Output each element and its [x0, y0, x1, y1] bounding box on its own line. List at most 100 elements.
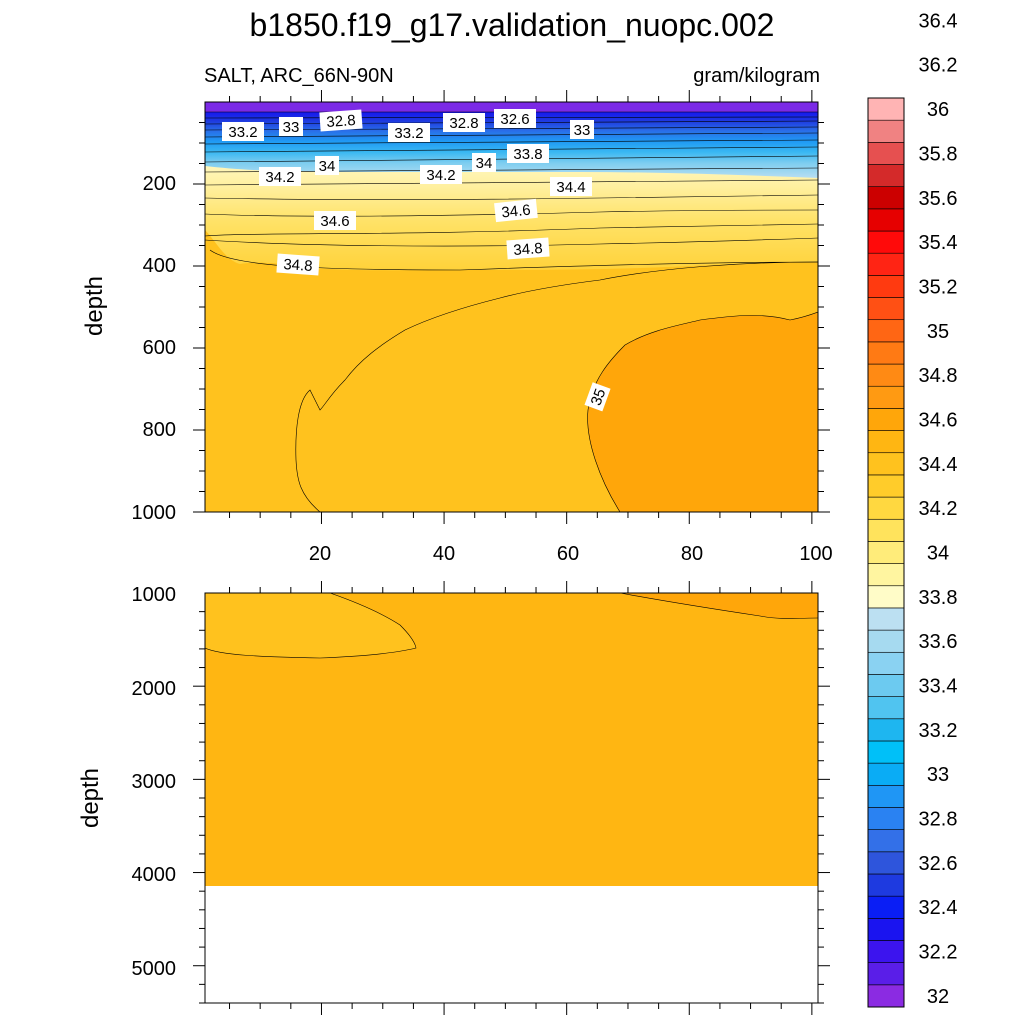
lower-y-tick-labels: 1000 2000 3000 4000 5000	[132, 584, 177, 980]
lower-y-tick-label: 2000	[132, 678, 177, 700]
contour-label: 34.8	[506, 237, 550, 260]
contour-label-box	[319, 109, 363, 132]
colorbar-swatch	[867, 696, 905, 720]
upper-y-tick-label: 600	[143, 337, 176, 359]
contour-line	[205, 132, 818, 138]
upper-panel-fill	[205, 102, 818, 512]
colorbar-swatch	[867, 851, 905, 875]
colorbar-swatch	[867, 408, 905, 431]
lower-panel-fill	[205, 593, 818, 1003]
colorbar-swatch	[867, 119, 905, 143]
contour-line	[619, 593, 818, 619]
contour-label: 35	[584, 382, 611, 412]
upper-x-tick-label: 80	[681, 543, 703, 565]
contour-line	[205, 209, 818, 217]
contour-label-box	[314, 211, 356, 230]
colorbar-label: 34.8	[919, 365, 958, 387]
contour-label: 33.8	[507, 144, 549, 163]
contour-label: 34.6	[494, 198, 538, 223]
upper-contour-labels: 33.2 33 32.8 33.2 32.8 32.6 33 34 34.2 34.2 34 33.8…	[222, 109, 611, 412]
upper-ticks	[193, 90, 830, 524]
colorbar-label: 34.6	[919, 409, 958, 431]
colorbar-swatch	[867, 430, 905, 454]
upper-35-core	[587, 312, 818, 512]
contour-label-box	[420, 165, 462, 184]
contour-label-box	[222, 122, 264, 141]
colorbar-swatch	[867, 541, 905, 564]
colorbar-swatch	[867, 252, 905, 276]
colorbar-swatch	[867, 629, 905, 653]
contour-line	[205, 194, 818, 200]
contour-label-text: 33.2	[394, 125, 423, 142]
contour-label-box	[494, 198, 538, 223]
colorbar-swatch	[867, 208, 905, 232]
contour-label-text: 34.4	[556, 179, 585, 196]
colorbar-label: 33.8	[919, 587, 958, 609]
contour-label-text: 33	[574, 122, 591, 139]
contour-label: 33	[279, 117, 303, 136]
contour-label-text: 33.8	[513, 146, 542, 163]
contour-label: 32.8	[319, 109, 363, 132]
colorbar-swatch	[867, 297, 905, 321]
contour-label-box	[279, 117, 303, 136]
colorbar-swatch	[867, 984, 905, 1008]
colorbar-swatch	[867, 607, 905, 631]
contour-label-text: 35	[588, 386, 610, 407]
contour-label-box	[259, 167, 301, 186]
contour-line	[205, 237, 818, 247]
colorbar	[867, 97, 905, 1008]
contour-label-box	[570, 120, 594, 139]
contour-label-text: 34	[476, 155, 493, 172]
colorbar-label: 34.4	[919, 454, 958, 476]
lower-y-tick-label: 5000	[132, 958, 177, 980]
colorbar-swatch	[867, 142, 905, 165]
lower-y-tick-label: 4000	[132, 864, 177, 886]
contour-label-text: 33.2	[228, 124, 257, 141]
colorbar-swatch	[867, 385, 905, 409]
contour-label: 34.4	[550, 177, 592, 196]
lower-contour-lines	[205, 593, 818, 659]
contour-label: 34	[472, 153, 496, 172]
contour-line	[209, 249, 818, 271]
contour-label-box	[584, 382, 611, 412]
lower-y-axis-label: depth	[77, 768, 104, 828]
colorbar-swatch	[867, 762, 905, 786]
colorbar-label: 35.2	[919, 276, 958, 298]
colorbar-swatch	[867, 940, 905, 963]
upper-y-tick-label: 200	[143, 173, 176, 195]
colorbar-swatch	[867, 230, 905, 254]
upper-x-tick-label: 60	[557, 543, 579, 565]
colorbar-label: 32	[927, 986, 949, 1008]
lower-35-region	[620, 593, 818, 619]
colorbar-label: 33	[927, 764, 949, 786]
contour-label-text: 34.2	[265, 169, 294, 186]
upper-y-tick-label: 1000	[132, 502, 177, 524]
contour-line	[205, 593, 417, 659]
lower-y-tick-label: 3000	[132, 771, 177, 793]
colorbar-swatch	[867, 674, 905, 697]
upper-y-axis-label: depth	[81, 276, 108, 336]
colorbar-swatch	[867, 829, 905, 853]
contour-label-text: 34.6	[501, 202, 532, 222]
colorbar-label: 32.6	[919, 853, 958, 875]
colorbar-label: 32.4	[919, 897, 958, 919]
colorbar-label: 34	[927, 543, 949, 565]
colorbar-swatch	[867, 341, 905, 365]
variable-label: SALT, ARC_66N-90N	[204, 65, 394, 87]
contour-label-box	[506, 237, 550, 260]
contour-label-text: 34.8	[513, 240, 543, 259]
upper-x-tick-label: 20	[309, 543, 331, 565]
colorbar-swatch	[867, 651, 905, 675]
colorbar-swatch	[867, 918, 905, 941]
contour-line	[205, 155, 818, 163]
contour-line	[205, 223, 818, 237]
colorbar-swatch	[867, 496, 905, 520]
colorbar-label: 36	[927, 99, 949, 121]
lower-seafloor	[205, 886, 818, 1003]
contour-label-text: 33	[283, 119, 300, 136]
contour-label: 32.6	[494, 109, 536, 128]
units-label: gram/kilogram	[693, 65, 820, 87]
colorbar-frame	[867, 97, 905, 1008]
contour-label-box	[494, 109, 536, 128]
contour-label: 34	[315, 156, 339, 175]
